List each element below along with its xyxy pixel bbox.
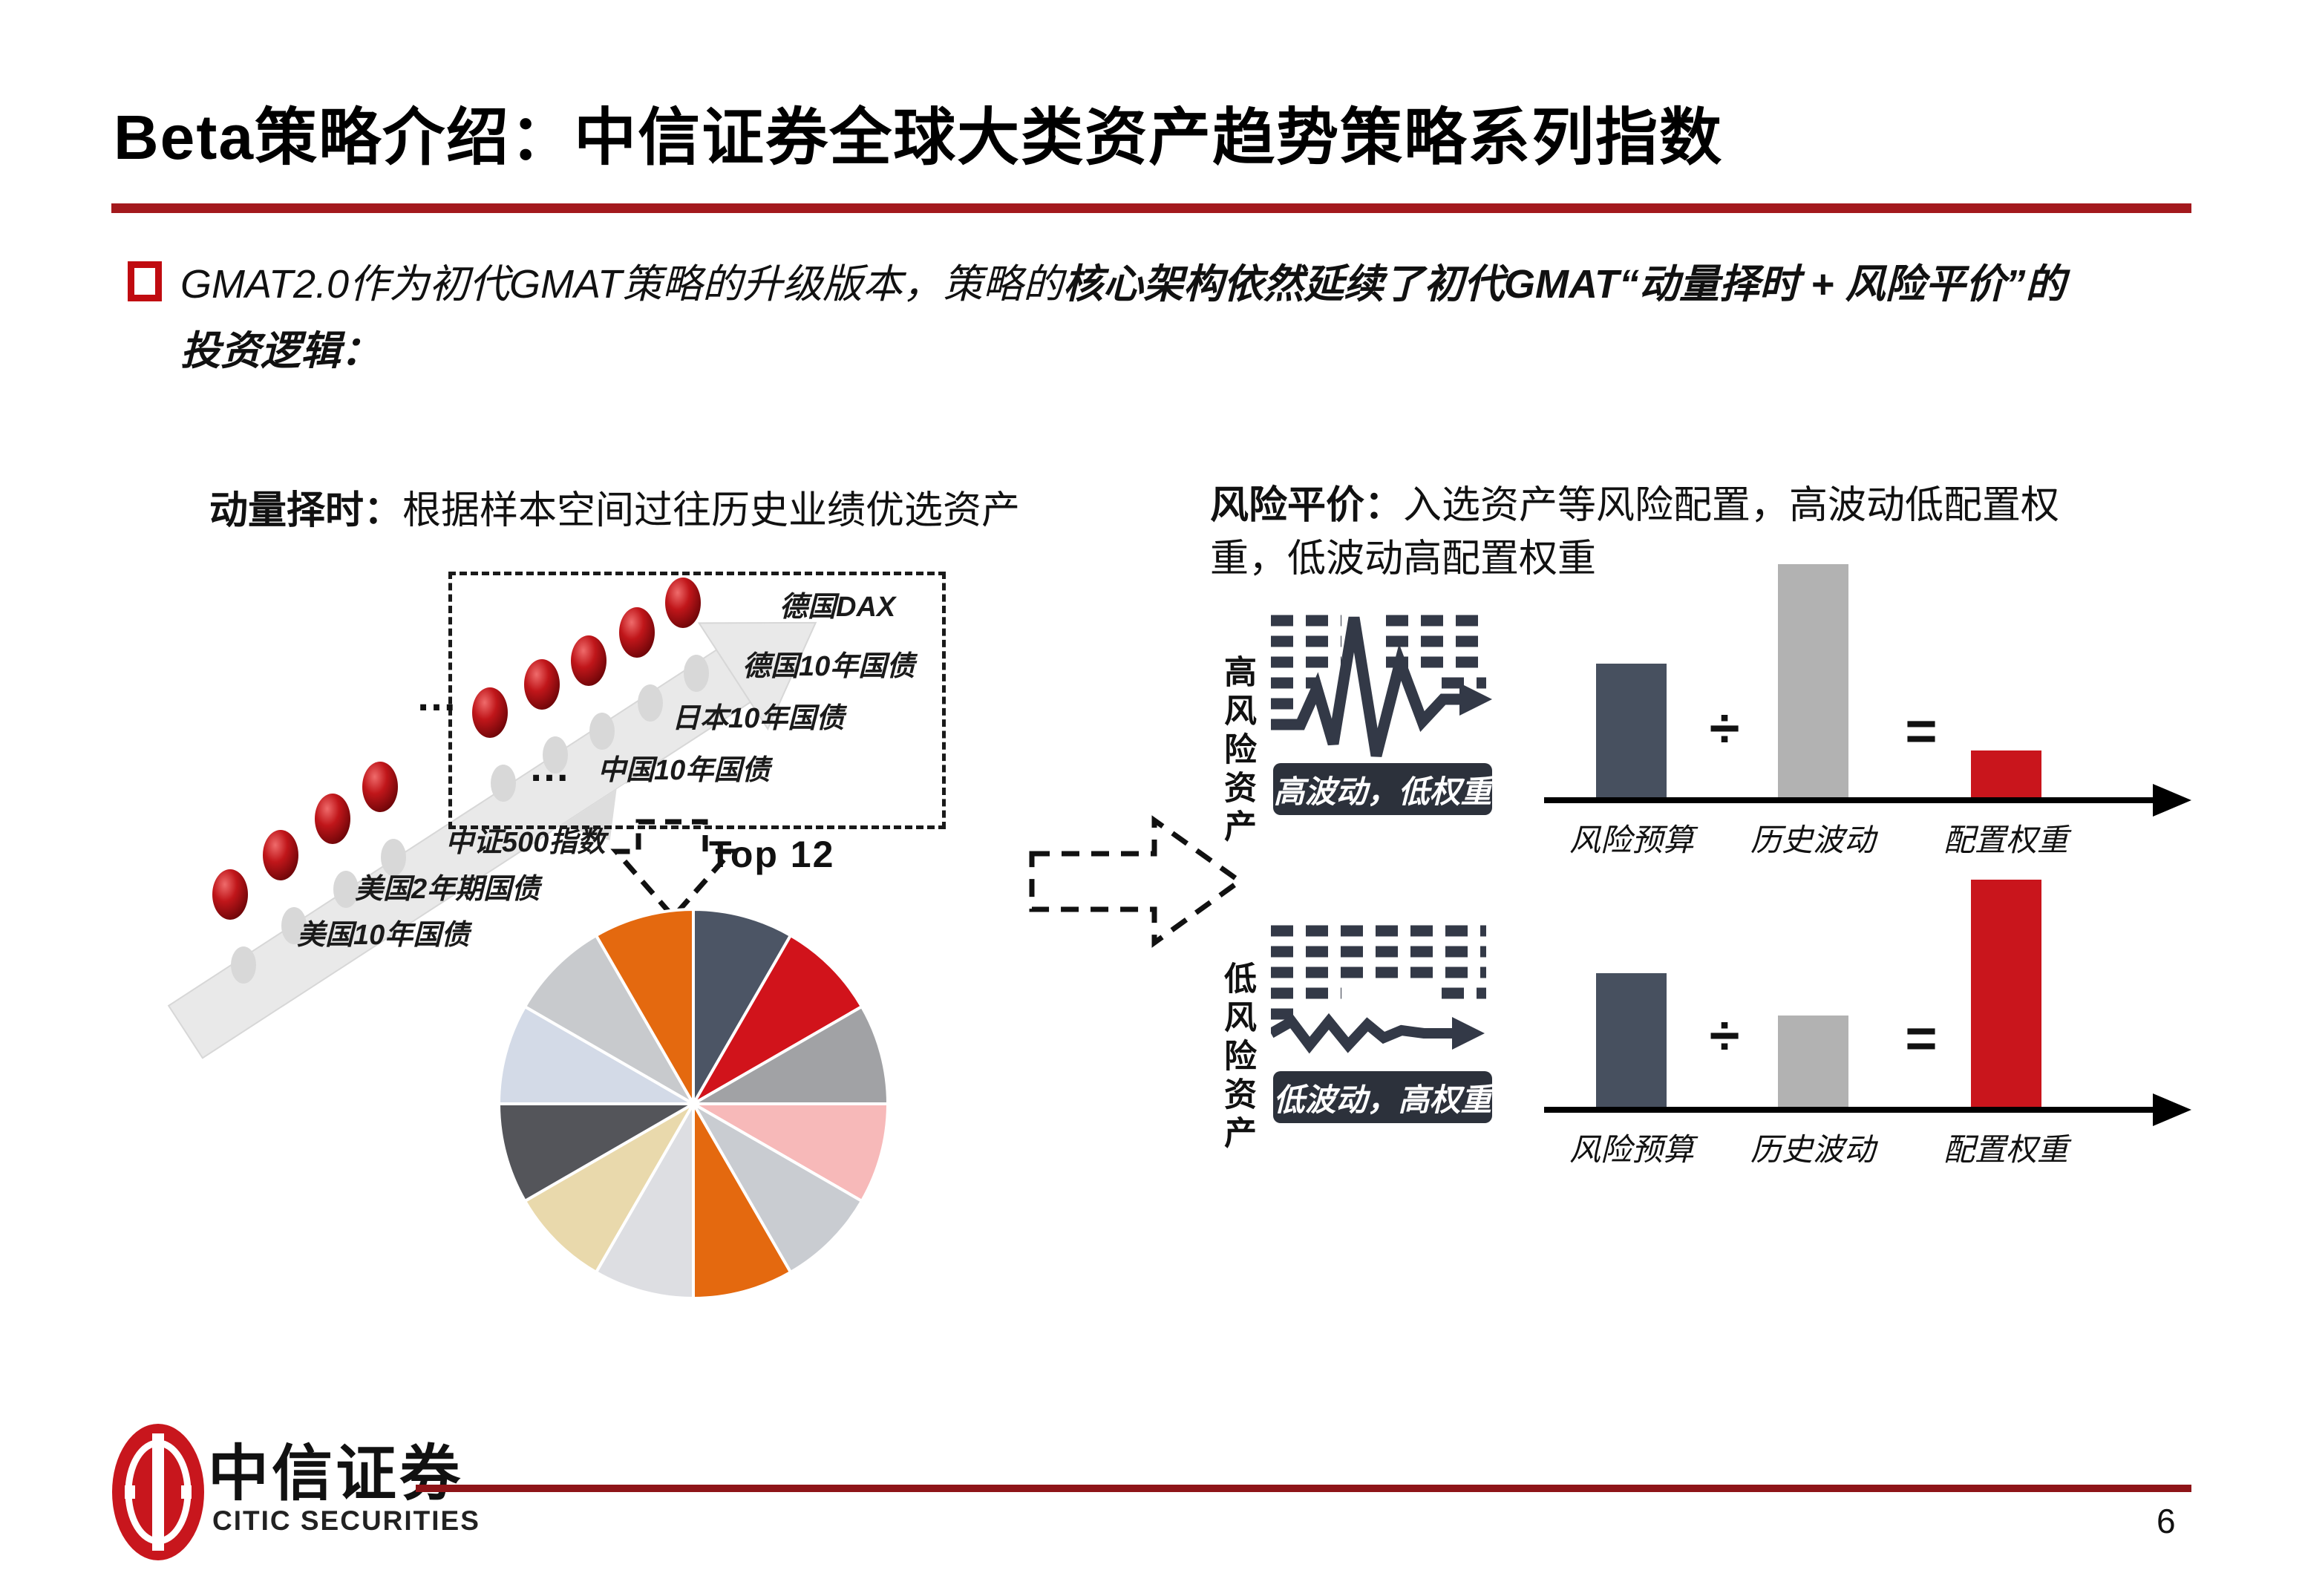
asset-label-us2y: 美国2年期国债 xyxy=(355,874,540,905)
risk-heading-line1: 风险平价：入选资产等风险配置，高波动低配置权 xyxy=(1210,479,2175,532)
high-equals-sign: = xyxy=(1905,700,1938,762)
momentum-arrow-chart xyxy=(167,578,817,1059)
bar-风险预算 xyxy=(1596,973,1667,1110)
low-label-hist-vol: 历史波动 xyxy=(1750,1132,1875,1167)
dashed-down-arrow-icon xyxy=(610,819,737,921)
high-label-alloc-weight: 配置权重 xyxy=(1943,822,2068,857)
citic-logo-icon xyxy=(112,1424,204,1560)
low-risk-side-label: 低风险资产 xyxy=(1219,961,1255,1154)
risk-heading-line2: 重，低波动高配置权重 xyxy=(1210,537,1597,580)
ghost-dots xyxy=(231,655,709,984)
high-label-hist-vol: 历史波动 xyxy=(1750,822,1875,857)
logo-chinese-name: 中信证券 xyxy=(208,1440,464,1508)
low-risk-bar-chart xyxy=(1544,874,2197,1110)
risk-heading-rest1: 入选资产等风险配置，高波动低配置权 xyxy=(1403,484,2060,527)
trend-arrow xyxy=(167,621,817,1059)
top12-pie-chart xyxy=(496,906,891,1301)
momentum-heading: 动量择时：根据样本空间过往历史业绩优选资产 xyxy=(209,479,1020,534)
logo-english-name: CITIC SECURITIES xyxy=(212,1505,480,1536)
bullet-emphasis: 核心架构依然延续了初代GMAT“动量择时 + 风险平价”的 xyxy=(1063,262,2066,307)
asset-label-jp-bond: 日本10年国债 xyxy=(672,703,845,734)
risk-heading: 风险平价：入选资产等风险配置，高波动低配置权 重，低波动高配置权重 xyxy=(1210,479,2175,586)
risk-heading-lead: 风险平价： xyxy=(1210,484,1404,527)
low-label-alloc-weight: 配置权重 xyxy=(1943,1132,2068,1167)
bar-配置权重 xyxy=(1971,750,2041,800)
title-rule xyxy=(111,203,2191,213)
low-chart-axis-arrow xyxy=(2153,1093,2191,1126)
high-chart-axis xyxy=(1544,797,2160,803)
momentum-dots xyxy=(212,578,701,920)
asset-label-de-dax: 德国DAX xyxy=(779,592,896,623)
low-volatility-icon xyxy=(1271,925,1486,1054)
bar-配置权重 xyxy=(1971,880,2041,1110)
high-vol-tag: 高波动，低权重 xyxy=(1273,763,1492,815)
low-label-risk-budget: 风险预算 xyxy=(1569,1132,1694,1167)
page-title: Beta策略介绍：中信证券全球大类资产趋势策略系列指数 xyxy=(114,102,1724,172)
bullet-lead: GMAT2.0作为初代GMAT策略的升级版本，策略的 xyxy=(180,262,1064,307)
page-number: 6 xyxy=(2157,1502,2176,1540)
asset-label-de-bond: 德国10年国债 xyxy=(742,651,915,682)
high-risk-side-label: 高风险资产 xyxy=(1219,655,1255,848)
asset-label-csi500: 中证500指数 xyxy=(445,827,606,858)
bar-历史波动 xyxy=(1778,564,1848,800)
high-chart-axis-arrow xyxy=(2153,784,2191,817)
high-volatility-icon xyxy=(1271,615,1492,757)
low-divide-sign: ÷ xyxy=(1709,1004,1740,1066)
bullet-text-line2: 投资逻辑： xyxy=(180,329,381,373)
bar-风险预算 xyxy=(1596,664,1667,800)
momentum-heading-lead: 动量择时： xyxy=(209,489,403,532)
top12-label: Top 12 xyxy=(709,834,835,875)
low-chart-axis xyxy=(1544,1107,2160,1113)
bullet-text-line1: GMAT2.0作为初代GMAT策略的升级版本，策略的核心架构依然延续了初代GMA… xyxy=(180,251,2066,310)
asset-label-us10y: 美国10年国债 xyxy=(297,920,470,951)
bar-历史波动 xyxy=(1778,1016,1848,1110)
high-risk-bar-chart xyxy=(1544,564,2197,800)
ellipsis-2: … xyxy=(529,743,570,790)
footer-rule xyxy=(416,1485,2191,1492)
ellipsis-1: … xyxy=(416,673,457,719)
selection-dashed-box xyxy=(448,572,946,829)
high-label-risk-budget: 风险预算 xyxy=(1569,822,1694,857)
dashed-right-arrow-icon xyxy=(1029,815,1245,948)
momentum-heading-rest: 根据样本空间过往历史业绩优选资产 xyxy=(402,489,1021,532)
low-vol-tag: 低波动，高权重 xyxy=(1273,1071,1492,1123)
high-divide-sign: ÷ xyxy=(1709,697,1740,759)
bullet-square-icon xyxy=(128,261,162,301)
asset-label-cn-bond: 中国10年国债 xyxy=(598,755,771,786)
low-equals-sign: = xyxy=(1905,1007,1938,1069)
